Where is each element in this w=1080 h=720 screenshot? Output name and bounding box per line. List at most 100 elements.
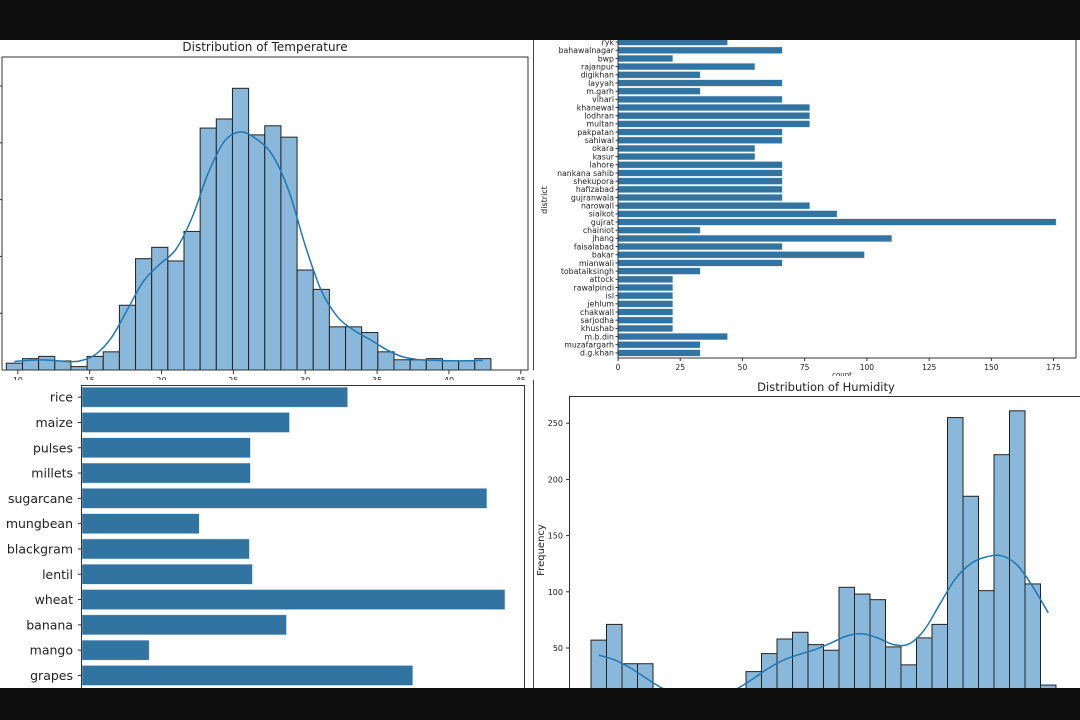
district-label: bakar bbox=[592, 251, 615, 260]
district-label: multan bbox=[587, 120, 615, 129]
temperature-x-tick-label: 35 bbox=[372, 376, 382, 380]
district-label: rawalpindi bbox=[574, 283, 614, 292]
district-bar bbox=[617, 275, 673, 283]
humidity-bar bbox=[823, 649, 840, 688]
crop-bar bbox=[81, 538, 250, 560]
humidity-bar bbox=[931, 623, 948, 688]
temperature-bar bbox=[280, 136, 298, 371]
district-bar bbox=[617, 341, 701, 349]
district-bar bbox=[617, 202, 810, 210]
crop-label: rice bbox=[50, 390, 73, 405]
district-label: okara bbox=[592, 144, 614, 153]
district-label: ryk bbox=[602, 40, 615, 47]
crop-label: mungbean bbox=[6, 516, 73, 531]
district-x-tick-label: 100 bbox=[860, 363, 875, 372]
humidity-title: Distribution of Humidity bbox=[757, 380, 895, 394]
district-bar bbox=[617, 308, 673, 316]
temperature-kde-line bbox=[14, 131, 483, 363]
district-label: shekupora bbox=[573, 177, 614, 186]
humidity-y-tick-label: 50 bbox=[553, 644, 563, 653]
temperature-bar bbox=[102, 351, 120, 371]
district-bar bbox=[617, 54, 673, 62]
district-label: rajanpur bbox=[581, 62, 615, 71]
temperature-bar bbox=[458, 360, 476, 371]
crop-plot-frame bbox=[81, 385, 525, 688]
humidity-bar bbox=[916, 637, 933, 688]
district-bar bbox=[617, 194, 783, 202]
district-label: m.b.din bbox=[584, 332, 614, 341]
district-bar bbox=[617, 144, 756, 152]
district-bar bbox=[617, 71, 701, 79]
humidity-bar bbox=[1040, 684, 1057, 688]
district-bar bbox=[617, 128, 783, 136]
temperature-bar bbox=[393, 359, 411, 371]
district-bar bbox=[617, 226, 701, 234]
district-bar bbox=[617, 177, 783, 185]
crop-label: sugarcane bbox=[8, 491, 73, 506]
district-bar bbox=[617, 251, 865, 259]
crop-label: lentil bbox=[42, 567, 73, 582]
crop-label: millets bbox=[31, 466, 73, 481]
crop-bar bbox=[81, 513, 200, 534]
district-label: lahore bbox=[590, 161, 615, 170]
humidity-bar bbox=[993, 454, 1010, 688]
district-x-tick-label: 50 bbox=[738, 363, 748, 372]
humidity-bar bbox=[962, 495, 979, 688]
district-label: jehlum bbox=[586, 300, 614, 309]
temperature-bar bbox=[361, 332, 379, 371]
crop-label: blackgram bbox=[7, 541, 73, 556]
humidity-y-tick-label: 200 bbox=[548, 475, 563, 484]
district-label: digikhan bbox=[581, 71, 614, 80]
crop-bar bbox=[81, 412, 290, 433]
district-bar bbox=[617, 234, 893, 242]
district-bar bbox=[617, 324, 673, 332]
crop-label: grapes bbox=[30, 668, 73, 683]
district-bar bbox=[617, 300, 673, 308]
temperature-bar bbox=[38, 355, 56, 371]
district-label: sahiwal bbox=[585, 136, 614, 145]
district-x-label: count bbox=[832, 371, 852, 376]
district-bar-chart: rykbahawalnagarbwprajanpurdigikhanlayyah… bbox=[540, 40, 1077, 376]
district-bar bbox=[617, 292, 673, 300]
humidity-bar bbox=[606, 623, 623, 688]
temperature-bar bbox=[215, 118, 233, 371]
panel-divider-vertical-2 bbox=[533, 380, 534, 688]
district-x-tick-label: 175 bbox=[1046, 363, 1061, 372]
district-label: narowall bbox=[581, 201, 614, 210]
crop-bar bbox=[81, 462, 251, 484]
crop-bar bbox=[81, 564, 253, 585]
temperature-bar bbox=[264, 125, 282, 371]
district-label: bahawalnagar bbox=[559, 46, 615, 55]
district-x-tick-label: 150 bbox=[984, 363, 999, 372]
district-bar bbox=[617, 267, 701, 275]
district-label: gujranwala bbox=[571, 193, 614, 202]
crop-bar bbox=[81, 589, 506, 610]
humidity-y-tick-label: 150 bbox=[548, 532, 563, 541]
humidity-bar bbox=[854, 593, 871, 688]
temperature-bar bbox=[70, 366, 88, 371]
crop-label: wheat bbox=[35, 592, 73, 607]
district-label: khushab bbox=[581, 324, 614, 333]
district-bar bbox=[617, 40, 728, 46]
district-label: hafizabad bbox=[576, 185, 614, 194]
temperature-x-tick-label: 10 bbox=[13, 376, 23, 380]
district-bar bbox=[617, 259, 783, 267]
crop-bar bbox=[81, 488, 488, 509]
district-bar bbox=[617, 185, 783, 193]
temperature-bar bbox=[183, 230, 201, 371]
district-bar bbox=[617, 169, 783, 177]
district-x-tick-label: 75 bbox=[800, 363, 810, 372]
district-bar bbox=[617, 95, 783, 103]
humidity-bar bbox=[978, 590, 995, 688]
district-bar bbox=[617, 333, 728, 341]
district-label: faisalabad bbox=[574, 242, 614, 251]
district-label: vihari bbox=[592, 95, 614, 104]
humidity-kde-line bbox=[598, 554, 1049, 688]
temperature-x-tick-label: 25 bbox=[228, 376, 238, 380]
district-bar bbox=[617, 63, 756, 71]
district-label: attock bbox=[590, 275, 615, 284]
district-bar bbox=[617, 349, 701, 357]
crop-label: banana bbox=[26, 617, 73, 632]
district-label: chakwall bbox=[580, 308, 614, 317]
district-x-tick-label: 125 bbox=[922, 363, 937, 372]
